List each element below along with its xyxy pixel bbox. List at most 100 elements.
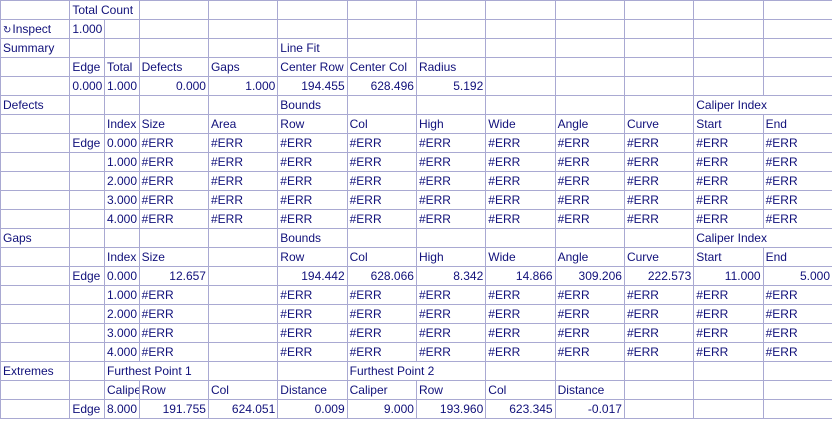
cell[interactable]: #ERR <box>485 323 556 343</box>
cell[interactable] <box>0 342 71 362</box>
cell[interactable]: #ERR <box>415 171 487 191</box>
cell[interactable]: #ERR <box>762 304 832 324</box>
cell[interactable]: Size <box>138 247 209 267</box>
cell[interactable]: #ERR <box>762 285 832 305</box>
cell[interactable] <box>103 95 140 115</box>
cell[interactable] <box>207 361 279 381</box>
cell[interactable] <box>207 19 279 39</box>
cell[interactable] <box>623 76 695 96</box>
cell[interactable]: Bounds <box>277 95 348 115</box>
cell[interactable] <box>346 95 417 115</box>
cell[interactable]: #ERR <box>623 190 695 210</box>
cell[interactable] <box>554 0 625 20</box>
cell[interactable] <box>69 228 105 248</box>
cell[interactable]: Wide <box>485 114 556 134</box>
cell[interactable]: Row <box>415 380 487 400</box>
cell[interactable]: #ERR <box>346 190 417 210</box>
cell[interactable]: Caliper Index <box>693 228 832 248</box>
cell[interactable]: #ERR <box>277 209 348 229</box>
cell[interactable] <box>762 76 832 96</box>
cell[interactable]: #ERR <box>693 209 764 229</box>
cell[interactable] <box>207 247 279 267</box>
cell[interactable] <box>0 323 71 343</box>
cell[interactable]: #ERR <box>693 304 764 324</box>
cell[interactable]: Defects <box>138 57 209 77</box>
cell[interactable]: #ERR <box>415 342 487 362</box>
cell[interactable] <box>623 57 695 77</box>
cell[interactable]: #ERR <box>485 190 556 210</box>
cell[interactable]: #ERR <box>554 209 625 229</box>
cell[interactable]: Caliper <box>103 380 140 400</box>
cell[interactable]: #ERR <box>277 323 348 343</box>
cell[interactable]: 4.000 <box>103 342 140 362</box>
cell[interactable] <box>207 323 279 343</box>
cell[interactable] <box>0 285 71 305</box>
cell[interactable] <box>623 0 695 20</box>
cell[interactable]: Distance <box>277 380 348 400</box>
cell[interactable] <box>207 304 279 324</box>
cell[interactable] <box>623 380 695 400</box>
cell[interactable] <box>762 380 832 400</box>
cell[interactable]: #ERR <box>554 190 625 210</box>
cell[interactable]: Gaps <box>207 57 279 77</box>
cell[interactable]: #ERR <box>485 171 556 191</box>
cell[interactable] <box>207 0 279 20</box>
cell[interactable]: #ERR <box>554 304 625 324</box>
cell[interactable]: #ERR <box>138 190 209 210</box>
cell[interactable]: #ERR <box>415 285 487 305</box>
cell[interactable]: #ERR <box>346 171 417 191</box>
cell[interactable]: Center Col <box>346 57 417 77</box>
cell[interactable] <box>69 209 105 229</box>
cell[interactable]: #ERR <box>693 171 764 191</box>
cell[interactable] <box>693 361 764 381</box>
cell[interactable] <box>485 0 556 20</box>
cell[interactable]: Col <box>485 380 556 400</box>
cell[interactable]: 8.342 <box>415 266 487 286</box>
cell[interactable]: Row <box>277 247 348 267</box>
cell[interactable] <box>485 361 556 381</box>
cell[interactable] <box>485 19 556 39</box>
cell[interactable]: #ERR <box>485 133 556 153</box>
cell[interactable] <box>693 38 764 58</box>
cell[interactable]: #ERR <box>138 209 209 229</box>
cell[interactable]: 0.000 <box>103 133 140 153</box>
cell[interactable]: #ERR <box>207 209 279 229</box>
cell[interactable]: 3.000 <box>103 323 140 343</box>
cell[interactable]: #ERR <box>762 209 832 229</box>
cell[interactable] <box>554 361 625 381</box>
cell[interactable]: Start <box>693 247 764 267</box>
cell[interactable]: #ERR <box>346 133 417 153</box>
cell[interactable]: 2.000 <box>103 171 140 191</box>
cell[interactable]: 194.442 <box>277 266 348 286</box>
cell[interactable] <box>69 95 105 115</box>
cell[interactable] <box>138 38 209 58</box>
cell[interactable]: Start <box>693 114 764 134</box>
cell[interactable]: 624.051 <box>207 399 279 419</box>
cell[interactable] <box>0 247 71 267</box>
cell[interactable]: 9.000 <box>346 399 417 419</box>
cell[interactable] <box>554 38 625 58</box>
cell[interactable] <box>623 399 695 419</box>
cell[interactable]: ↻Inspect <box>0 19 71 39</box>
cell[interactable] <box>415 38 487 58</box>
cell[interactable] <box>103 228 140 248</box>
cell[interactable]: 4.000 <box>103 209 140 229</box>
cell[interactable]: Angle <box>554 114 625 134</box>
cell[interactable]: #ERR <box>693 152 764 172</box>
cell[interactable]: Furthest Point 2 <box>346 361 487 381</box>
cell[interactable]: Radius <box>415 57 487 77</box>
cell[interactable]: Size <box>138 114 209 134</box>
cell[interactable] <box>623 228 695 248</box>
cell[interactable] <box>485 95 556 115</box>
cell[interactable]: 0.000 <box>138 76 209 96</box>
cell[interactable]: #ERR <box>693 190 764 210</box>
cell[interactable]: High <box>415 114 487 134</box>
cell[interactable]: Row <box>138 380 209 400</box>
cell[interactable]: #ERR <box>207 190 279 210</box>
cell[interactable]: #ERR <box>277 133 348 153</box>
cell[interactable]: #ERR <box>138 171 209 191</box>
cell[interactable]: #ERR <box>346 152 417 172</box>
cell[interactable]: Total Count <box>69 0 140 20</box>
cell[interactable] <box>762 57 832 77</box>
cell[interactable] <box>762 0 832 20</box>
